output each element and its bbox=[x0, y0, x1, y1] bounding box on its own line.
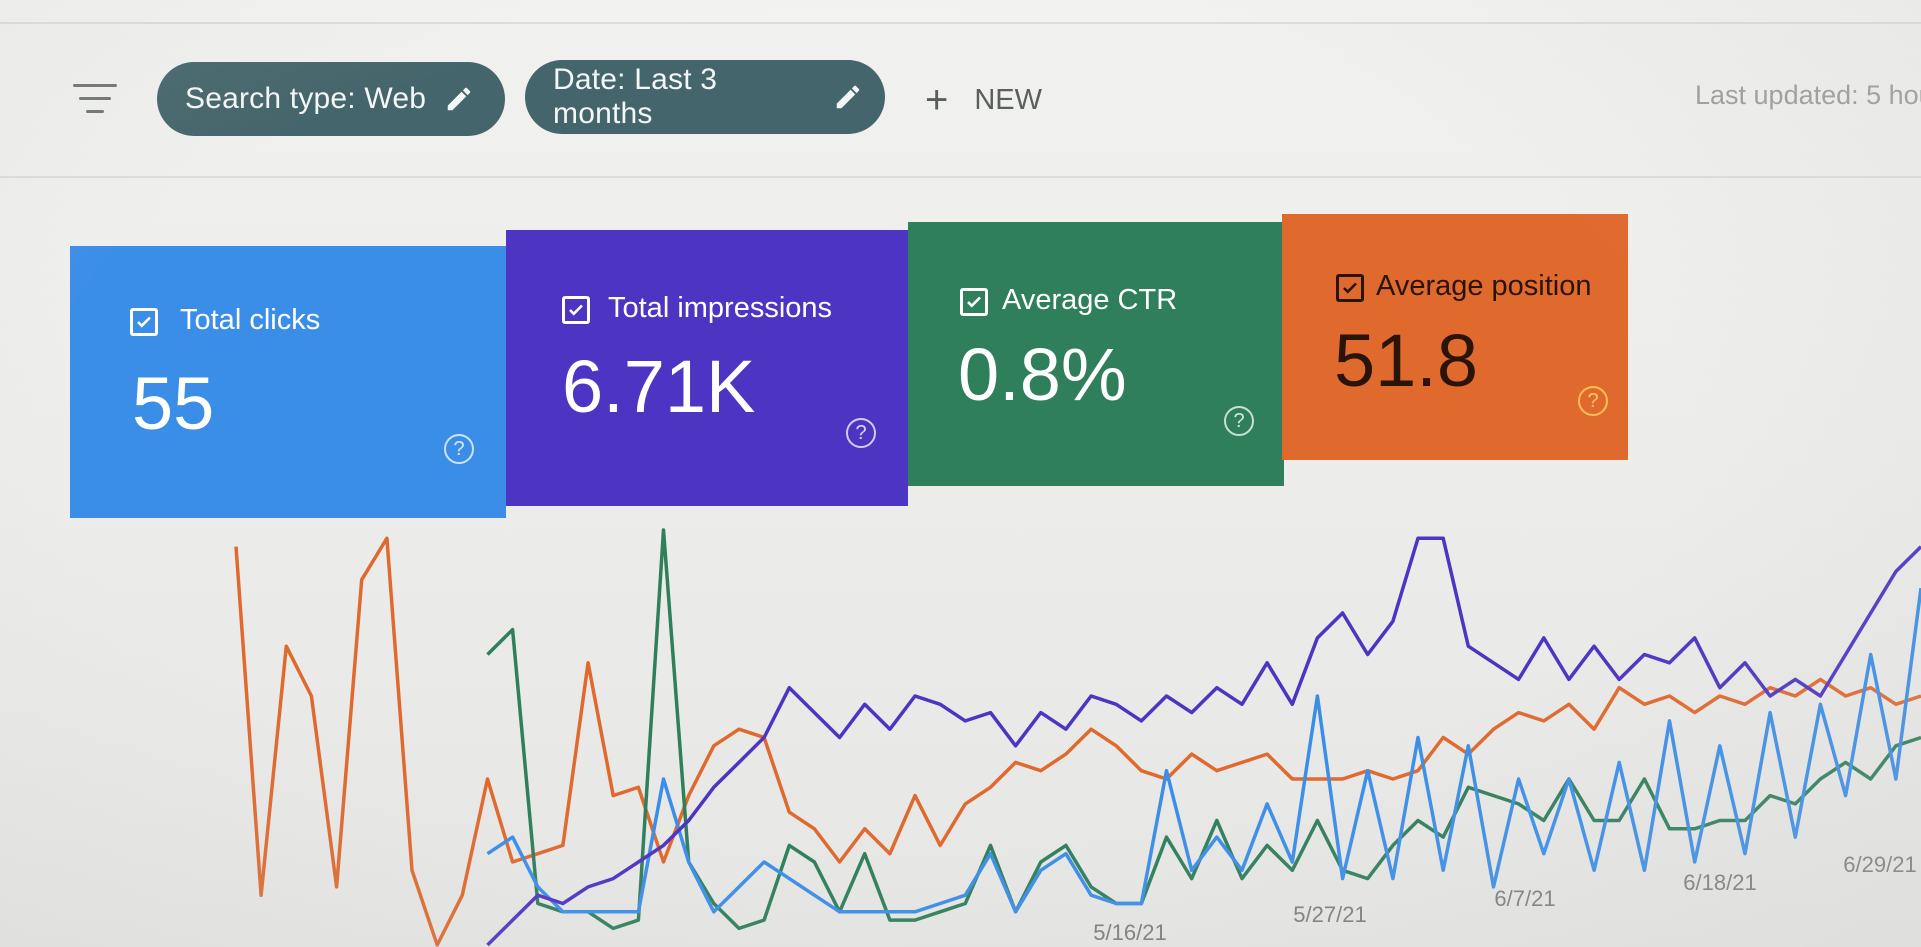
filter-bar: Search type: Web Date: Last 3 months + N… bbox=[0, 22, 1921, 182]
x-tick-label: 6/18/21 bbox=[1683, 870, 1756, 895]
metric-label: Average CTR bbox=[1002, 284, 1178, 316]
metric-card-total-clicks[interactable]: Total clicks 55 ? bbox=[70, 246, 506, 518]
metric-card-average-ctr[interactable]: Average CTR 0.8% ? bbox=[908, 222, 1284, 486]
series-line-1 bbox=[486, 528, 1921, 931]
metric-label: Average position bbox=[1376, 270, 1592, 302]
x-tick-label: 6/7/21 bbox=[1494, 886, 1555, 911]
last-updated-text: Last updated: 5 hou bbox=[1695, 80, 1921, 110]
filter-divider bbox=[0, 176, 1921, 178]
top-strip bbox=[0, 0, 1921, 24]
metric-value: 6.71K bbox=[562, 345, 756, 428]
metric-label: Total impressions bbox=[608, 292, 833, 324]
x-tick-label: 5/16/21 bbox=[1093, 920, 1166, 945]
help-icon[interactable]: ? bbox=[1578, 386, 1608, 416]
metric-value: 0.8% bbox=[958, 333, 1127, 416]
x-tick-label: 6/29/21 bbox=[1843, 852, 1916, 877]
new-filter-button[interactable]: + NEW bbox=[925, 80, 1042, 120]
pencil-edit-icon[interactable] bbox=[833, 82, 863, 112]
metric-card-total-impressions[interactable]: Total impressions 6.71K ? bbox=[506, 230, 908, 506]
help-icon[interactable]: ? bbox=[444, 434, 474, 464]
series-line-2 bbox=[486, 587, 1921, 914]
help-icon[interactable]: ? bbox=[846, 418, 876, 448]
series-line-0 bbox=[234, 536, 1921, 947]
help-icon[interactable]: ? bbox=[1224, 406, 1254, 436]
checkbox-checked-icon[interactable] bbox=[960, 288, 988, 316]
search-type-chip[interactable]: Search type: Web bbox=[157, 62, 505, 136]
series-line-3 bbox=[486, 536, 1921, 947]
metric-cards: Total clicks 55 ? Total impressions 6.71… bbox=[70, 214, 1630, 518]
metric-card-average-position[interactable]: Average position 51.8 ? bbox=[1282, 214, 1628, 460]
metric-value: 55 bbox=[132, 362, 215, 445]
filter-list-icon[interactable] bbox=[72, 84, 118, 118]
checkbox-checked-icon[interactable] bbox=[130, 308, 158, 336]
search-type-chip-label: Search type: Web bbox=[185, 82, 427, 115]
checkbox-checked-icon[interactable] bbox=[1336, 274, 1364, 302]
checkbox-checked-icon[interactable] bbox=[562, 296, 590, 324]
metric-value: 51.8 bbox=[1334, 319, 1479, 402]
x-tick-label: 5/27/21 bbox=[1293, 902, 1366, 927]
date-chip-label: Date: Last 3 months bbox=[553, 63, 718, 130]
plus-icon: + bbox=[925, 78, 949, 122]
date-range-chip[interactable]: Date: Last 3 months bbox=[525, 60, 885, 134]
metric-label: Total clicks bbox=[180, 304, 321, 336]
new-button-label: NEW bbox=[974, 83, 1043, 116]
pencil-edit-icon[interactable] bbox=[444, 84, 474, 114]
